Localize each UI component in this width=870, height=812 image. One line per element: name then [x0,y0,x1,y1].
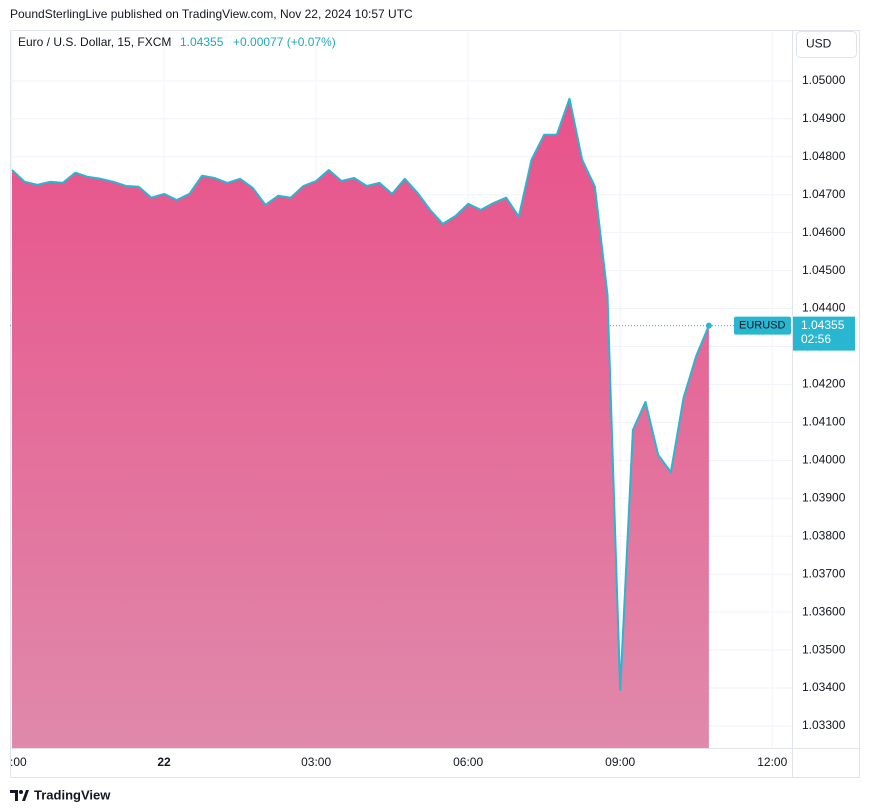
x-tick-label: :00 [10,755,27,769]
y-tick-label: 1.04500 [802,263,846,277]
series-label: EURUSD [739,320,786,332]
y-tick-label: 1.04100 [802,415,846,429]
y-tick-label: 1.04000 [802,453,846,467]
y-tick-label: 1.04900 [802,111,846,125]
y-tick-label: 1.05000 [802,73,846,87]
y-tick-label: 1.03400 [802,680,846,694]
y-tick-label: 1.03600 [802,604,846,618]
x-tick-label: 03:00 [301,755,331,769]
y-tick-label: 1.03300 [802,718,846,732]
header: PoundSterlingLive published on TradingVi… [10,7,413,21]
y-tick-label: 1.04700 [802,187,846,201]
series-label-box [734,316,791,335]
countdown: 02:56 [801,332,831,346]
brand: TradingView [34,787,111,802]
panel-border [10,30,860,778]
y-tick-label: 1.03800 [802,528,846,542]
y-tick-label: 1.04600 [802,225,846,239]
y-tick-label: 1.03700 [802,566,846,580]
price-change: +0.00077 (+0.07%) [233,35,336,49]
x-tick-label: 12:00 [757,755,787,769]
area-fill [12,98,709,748]
y-tick-label: 1.03900 [802,490,846,504]
currency[interactable]: USD [806,37,832,51]
last-price: 1.04355 [180,35,224,49]
price-line [11,97,710,691]
y-tick-label: 1.04800 [802,149,846,163]
price-label-box [793,316,855,351]
currency-button[interactable] [796,31,857,58]
last-point [705,322,712,329]
price-label: 1.04355 [801,318,845,332]
x-tick-label: 09:00 [605,755,635,769]
x-tick-label: 06:00 [453,755,483,769]
y-tick-label: 1.04200 [802,377,846,391]
plot [10,97,792,748]
y-tick-label: 1.04400 [802,301,846,315]
brand-logo [10,790,29,801]
x-tick-label: 22 [157,755,171,769]
axes: 1.03300 1.03400 1.03500 1.03600 1.03700 1.038… [10,73,855,769]
chart-title: Euro / U.S. Dollar, 15, FXCM [18,35,171,49]
y-tick-label: 1.03500 [802,642,846,656]
